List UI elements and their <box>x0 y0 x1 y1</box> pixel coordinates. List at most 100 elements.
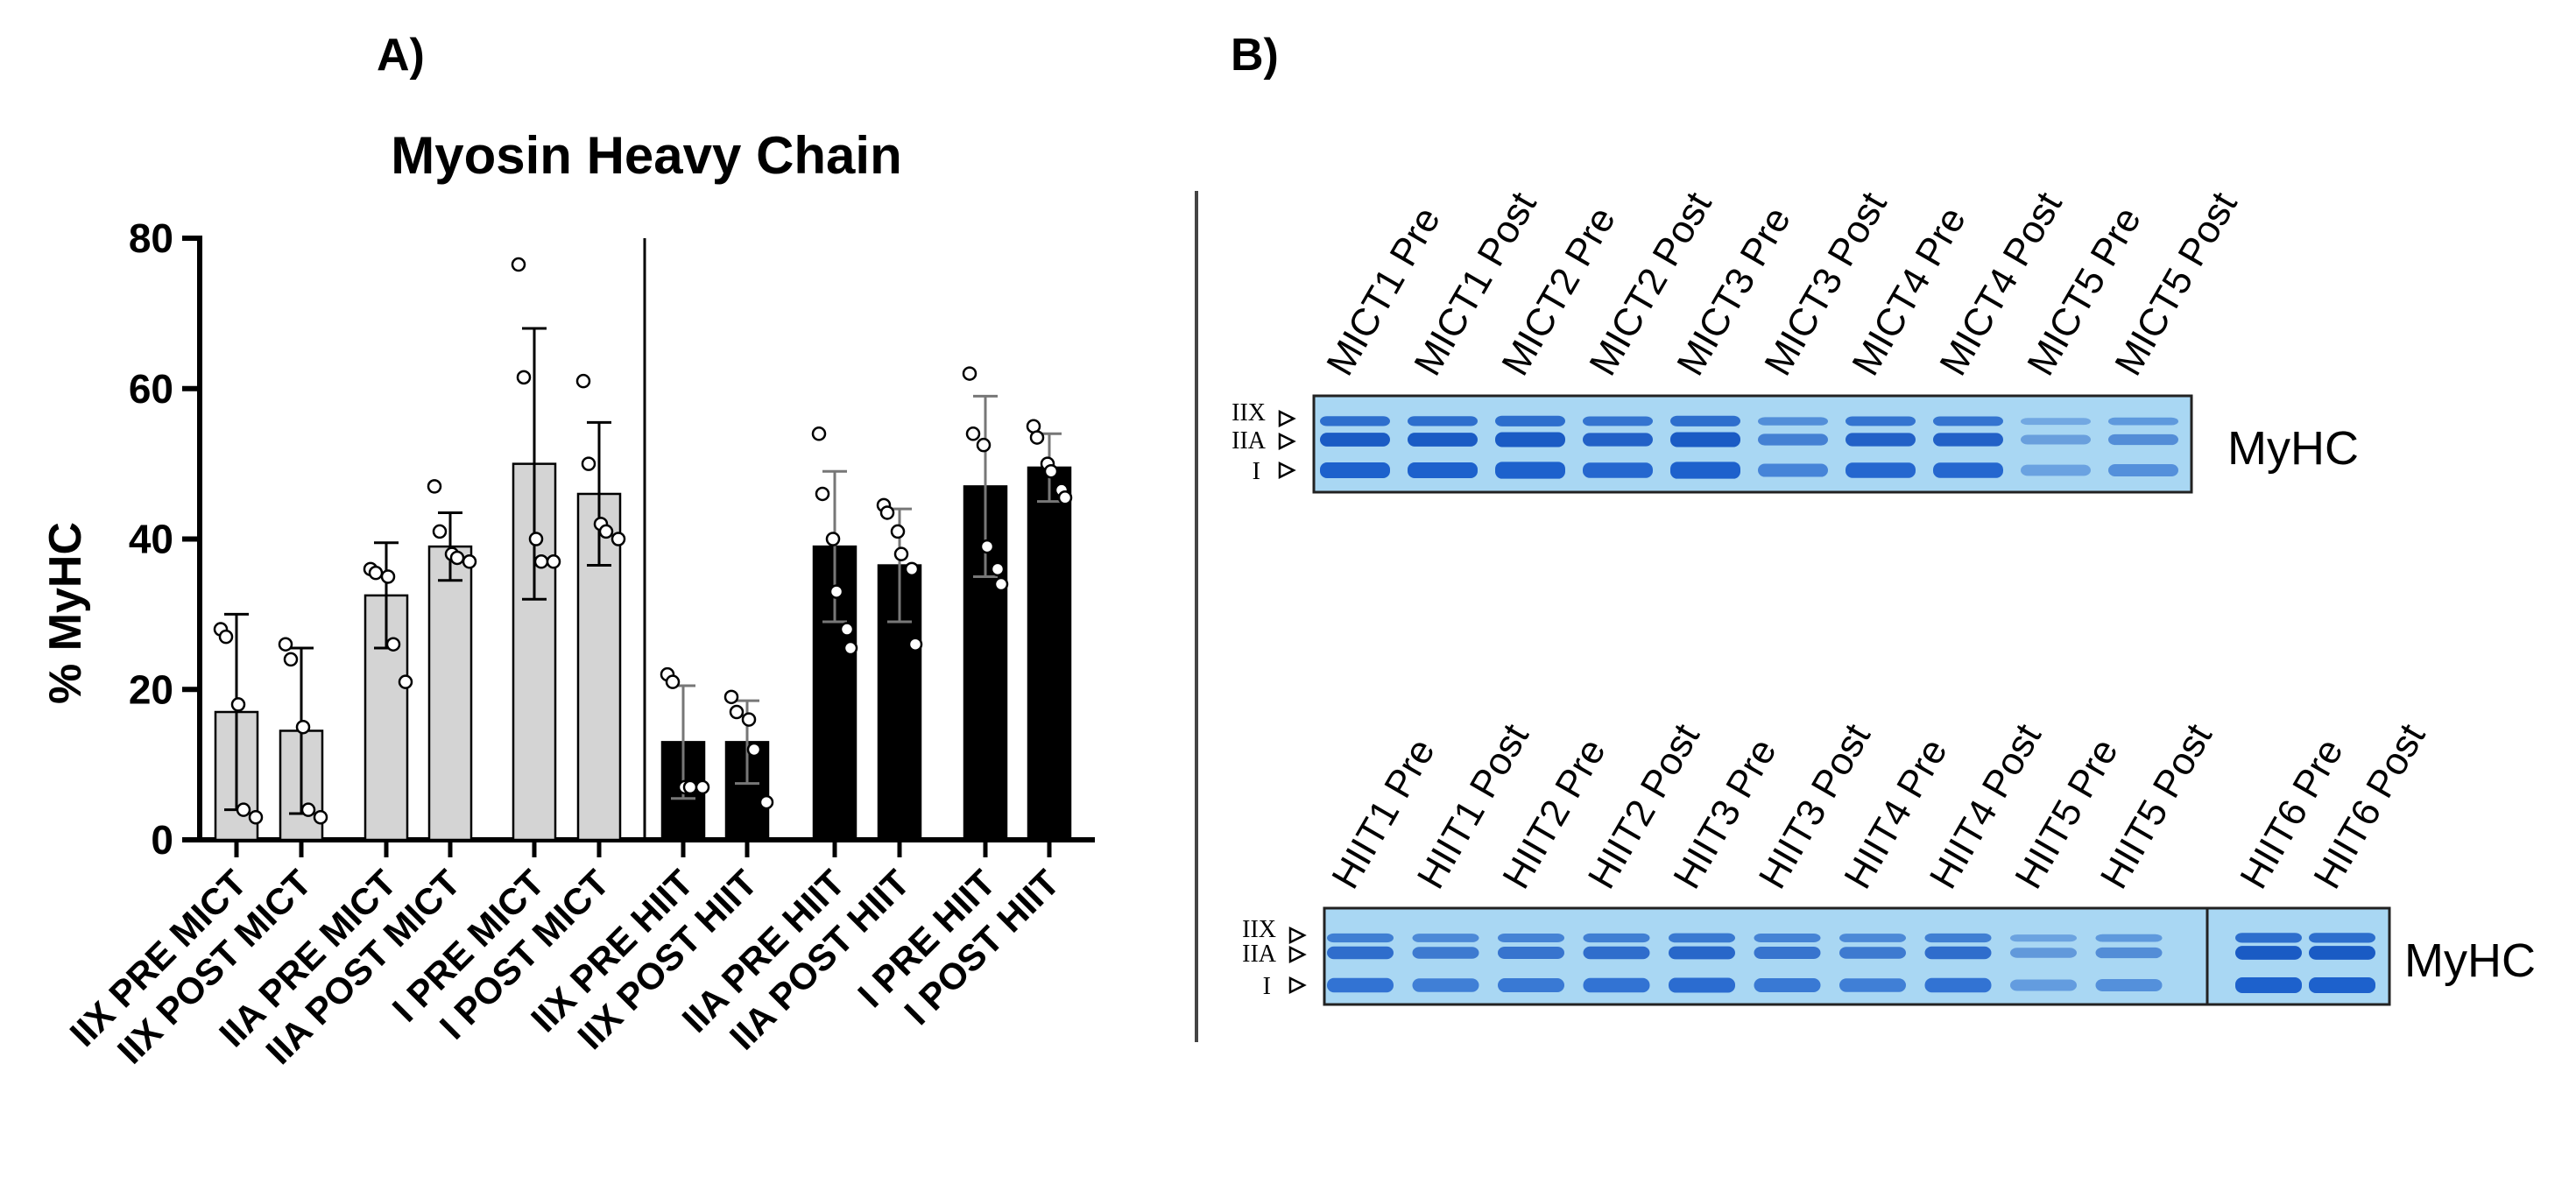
gel-mict-image <box>1312 394 2193 494</box>
data-point-6-4 <box>695 779 710 795</box>
data-points <box>213 257 1073 825</box>
data-point-4-0 <box>511 257 526 272</box>
data-point-10-1 <box>965 426 981 441</box>
data-point-8-5 <box>843 640 858 656</box>
gel-hiit-band-IIA-9 <box>2095 947 2163 959</box>
gel-hiit-band-IIX-4 <box>1669 933 1735 943</box>
gel-mict-triangle-I-icon <box>1278 461 1296 480</box>
data-point-3-4 <box>462 554 477 569</box>
gel-mict-band-IIA-7 <box>1933 433 2003 447</box>
gel-mict-band-I-8 <box>2021 464 2091 476</box>
gel-hiit-band-I-4 <box>1669 977 1735 993</box>
data-point-7-3 <box>746 742 762 758</box>
gel-mict-triangle-IIA-icon <box>1278 432 1296 451</box>
gel-hiit-triangle-IIX-icon <box>1288 926 1307 945</box>
y-tick-label: 60 <box>129 366 173 412</box>
gel-hiit-marker-IIX: IIX <box>1242 916 1276 943</box>
gel-mict-marker-IIA: IIA <box>1232 427 1267 455</box>
gel-hiit-band-IIX-0 <box>1327 933 1394 943</box>
data-point-10-5 <box>993 576 1009 592</box>
gel-hiit-band-IIA-2 <box>1498 947 1564 959</box>
data-point-4-1 <box>516 370 532 385</box>
data-point-8-0 <box>811 426 827 441</box>
bars <box>214 462 1072 842</box>
panel-a-label: A) <box>377 30 425 81</box>
data-point-10-0 <box>962 366 977 381</box>
data-point-9-4 <box>904 561 920 577</box>
bar-11 <box>1027 466 1072 842</box>
gel-hiit-band-I-11 <box>2309 977 2375 993</box>
gel-hiit-band-IIX-8 <box>2010 934 2077 942</box>
data-point-8-3 <box>829 584 844 599</box>
data-point-8-2 <box>825 532 841 546</box>
gel-mict-band-I-4 <box>1670 462 1740 479</box>
gel-hiit-band-I-8 <box>2010 979 2077 991</box>
data-point-3-0 <box>427 479 442 494</box>
gel-hiit-triangle-IIA-icon <box>1288 945 1307 964</box>
chart-title: Myosin Heavy Chain <box>391 126 902 185</box>
gel-mict-band-I-7 <box>1933 462 2003 478</box>
gel-mict-band-IIA-9 <box>2108 433 2178 446</box>
data-point-1-2 <box>295 719 311 735</box>
data-point-3-1 <box>432 524 448 539</box>
data-point-2-3 <box>385 637 401 652</box>
data-point-8-1 <box>815 486 830 502</box>
gel-mict-band-IIX-7 <box>1933 416 2003 426</box>
gel-hiit-band-IIX-9 <box>2095 934 2163 942</box>
data-point-11-3 <box>1043 463 1059 479</box>
gel-mict-band-IIA-0 <box>1320 433 1390 447</box>
gel-mict-band-IIX-0 <box>1320 416 1390 426</box>
data-point-9-1 <box>879 505 895 520</box>
gel-mict-band-IIX-2 <box>1495 415 1565 426</box>
gel-mict-band-IIA-3 <box>1583 433 1653 447</box>
gel-hiit-band-IIA-4 <box>1669 946 1735 960</box>
gel-hiit-band-I-0 <box>1327 977 1394 993</box>
gel-mict-band-IIX-9 <box>2108 417 2178 426</box>
y-axis-label: % MyHC <box>40 522 91 704</box>
gel-mict-band-I-5 <box>1758 463 1828 477</box>
gel-hiit-band-I-10 <box>2235 977 2302 993</box>
gel-mict-band-IIX-6 <box>1846 416 1916 426</box>
data-point-4-2 <box>528 532 544 546</box>
gel-mict-band-I-2 <box>1495 462 1565 479</box>
gel-mict-band-IIA-1 <box>1408 433 1478 447</box>
gel-hiit-band-IIX-1 <box>1412 934 1479 942</box>
gel-mict-band-IIX-4 <box>1670 415 1740 426</box>
data-point-1-3 <box>300 802 316 817</box>
data-point-10-2 <box>976 437 992 453</box>
gel-mict-myhc-label: MyHC <box>2227 422 2359 475</box>
gel-mict-triangle-IIX-icon <box>1278 409 1296 428</box>
gel-hiit-band-I-2 <box>1498 978 1564 992</box>
data-point-0-2 <box>230 697 246 712</box>
gel-hiit-band-I-5 <box>1754 978 1821 992</box>
gel-mict-band-IIA-5 <box>1758 433 1828 446</box>
gel-mict-marker-I: I <box>1253 458 1260 485</box>
gel-hiit-band-IIA-0 <box>1327 946 1394 960</box>
data-point-5-4 <box>610 532 626 546</box>
gel-hiit-band-IIX-2 <box>1498 934 1564 942</box>
gel-hiit-marker-I: I <box>1263 973 1271 1000</box>
gel-hiit-band-I-9 <box>2095 978 2163 992</box>
gel-mict-band-IIA-4 <box>1670 432 1740 448</box>
gel-hiit-band-IIX-11 <box>2309 933 2375 943</box>
y-tick-label: 40 <box>129 517 173 562</box>
x-ticks <box>234 840 1052 857</box>
gel-mict-band-I-3 <box>1583 462 1653 478</box>
gel-hiit-band-I-1 <box>1412 978 1479 992</box>
data-point-1-4 <box>313 809 328 825</box>
gel-mict-band-I-0 <box>1320 462 1390 478</box>
gel-hiit-band-I-3 <box>1583 977 1650 993</box>
gel-hiit-lane-label: HIIT5 Post <box>2093 717 2220 896</box>
data-point-5-0 <box>575 373 591 389</box>
gel-mict-band-IIX-1 <box>1408 416 1478 426</box>
gel-mict-marker-IIX: IIX <box>1232 399 1266 426</box>
panel-b-label: B) <box>1231 30 1279 81</box>
data-point-2-4 <box>398 674 413 689</box>
data-point-9-5 <box>907 637 923 652</box>
gel-hiit-marker-IIA: IIA <box>1242 941 1277 968</box>
